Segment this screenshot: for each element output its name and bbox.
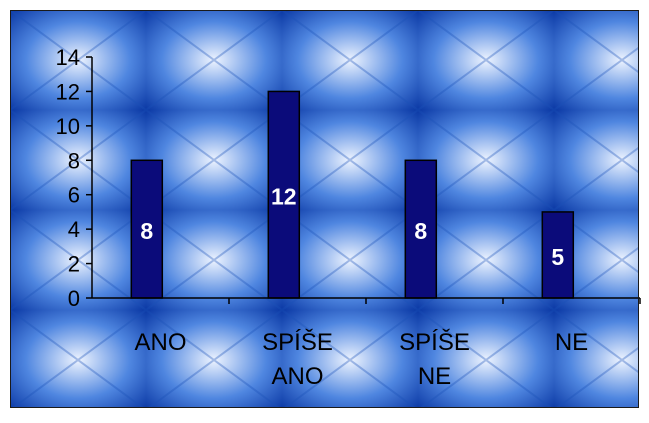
y-tick-label: 0 bbox=[68, 286, 80, 311]
y-tick-label: 10 bbox=[56, 114, 80, 139]
chart-border bbox=[10, 10, 639, 408]
data-labels: 8 12 8 5 bbox=[140, 184, 564, 270]
x-tick-label: NE bbox=[555, 329, 588, 356]
x-tick-label: SPÍŠE NE bbox=[399, 328, 470, 390]
y-tick-label: 14 bbox=[56, 45, 80, 70]
bar bbox=[267, 90, 301, 299]
data-label: 8 bbox=[414, 218, 427, 244]
x-tick-labels: ANO SPÍŠE ANO SPÍŠE NE NE bbox=[134, 328, 588, 390]
y-tick-label: 12 bbox=[56, 79, 80, 104]
data-label: 8 bbox=[140, 218, 153, 244]
x-tick-label: SPÍŠE ANO bbox=[262, 328, 333, 390]
data-label: 12 bbox=[271, 184, 297, 210]
y-tick-label: 8 bbox=[68, 148, 80, 173]
y-tick-label: 2 bbox=[68, 252, 80, 277]
bar bbox=[130, 159, 164, 299]
x-tick-label: ANO bbox=[134, 329, 186, 356]
y-tick-labels: 0 2 4 6 8 10 12 14 bbox=[56, 45, 80, 311]
bar bbox=[404, 159, 438, 299]
data-label: 5 bbox=[551, 244, 564, 270]
plot-background bbox=[10, 10, 639, 408]
axes bbox=[86, 56, 641, 304]
y-tick-label: 4 bbox=[68, 217, 80, 242]
y-tick-label: 6 bbox=[68, 183, 80, 208]
bar-series bbox=[130, 90, 575, 299]
